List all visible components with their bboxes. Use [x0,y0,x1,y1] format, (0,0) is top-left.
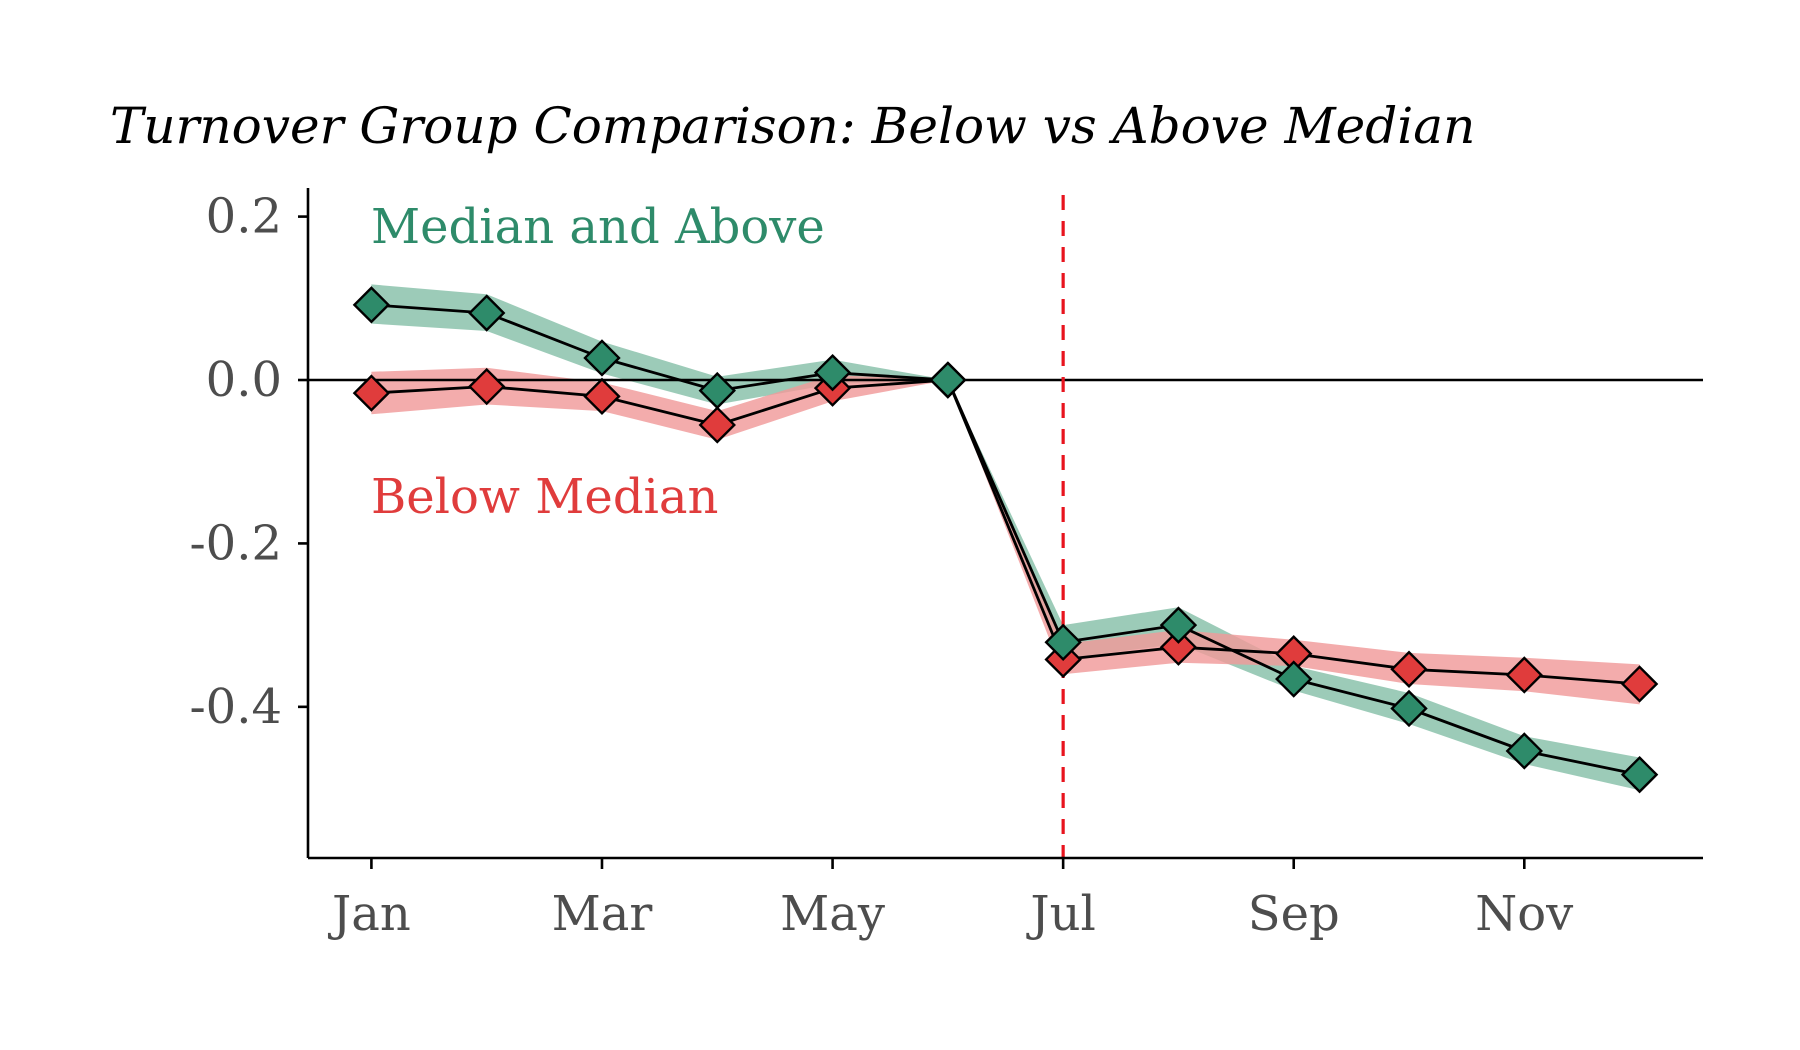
axes: 0.2 0.0 -0.2 -0.4 Jan Mar May Jul Sep Nov [189,188,1703,942]
data-point-0 [1620,755,1659,794]
data-point-1 [1505,656,1543,694]
data-point-0 [352,286,391,324]
confidence-band-0 [371,284,1640,791]
data-point-0 [1505,732,1543,770]
chart-title: Turnover Group Comparison: Below vs Abov… [110,97,1475,155]
data-point-1 [698,406,736,444]
data-point-0 [1044,623,1082,661]
data-point-0 [468,294,506,332]
series-label-median-and-above: Median and Above [371,199,825,255]
x-tick-label: Jul [1025,886,1096,942]
data-point-1 [1159,628,1198,666]
series-line-1 [371,378,1640,686]
data-point-1 [583,377,621,416]
data-point-0 [1275,660,1313,698]
y-tick-label: 0.2 [206,189,282,245]
y-tick-label: -0.2 [189,515,282,571]
data-point-0 [698,371,736,410]
y-tick-label: 0.0 [206,352,282,408]
data-point-1 [1390,650,1428,688]
data-point-1 [352,374,391,412]
y-tick-label: -0.4 [189,679,282,735]
x-tick-label: Mar [552,886,653,942]
series-lines [371,303,1640,777]
x-tick-label: Sep [1248,886,1340,942]
data-point-0 [1390,689,1428,728]
data-point-0 [929,361,967,399]
series-labels: Median and Above Below Median [371,199,825,525]
series-label-below-median: Below Median [371,469,718,525]
confidence-bands [371,284,1640,791]
data-point-1 [1620,665,1659,703]
series-markers [352,286,1659,794]
x-tick-label: Nov [1475,886,1573,942]
data-point-0 [813,353,852,392]
data-point-0 [583,339,621,377]
x-tick-label: Jan [327,886,411,942]
confidence-band-1 [371,367,1640,705]
data-point-0 [1159,606,1198,644]
x-tick-label: May [780,886,885,942]
data-point-1 [468,367,506,406]
series-line-0 [371,303,1640,777]
